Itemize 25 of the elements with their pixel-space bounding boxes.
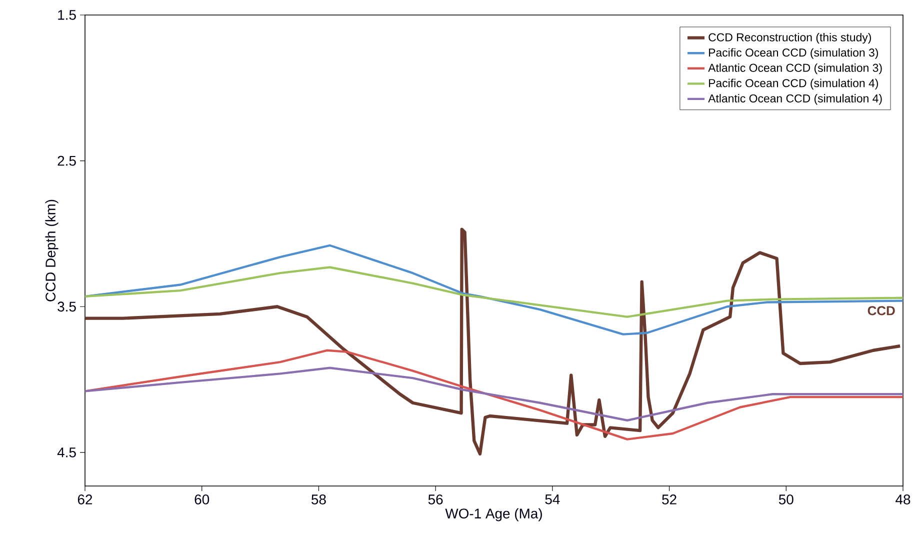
x-tick-label: 54 (545, 494, 560, 504)
line-series (85, 244, 903, 336)
x-tick-label: 58 (312, 494, 326, 504)
y-tick-label: 3.5 (58, 302, 76, 312)
x-tick-label: 48 (896, 494, 910, 504)
y-tick-label: 2.5 (58, 156, 76, 166)
legend-label: CCD Reconstruction (this study) (708, 32, 871, 44)
y-axis-title: CCD Depth (km) (45, 200, 58, 302)
x-tick-label: 60 (194, 494, 210, 504)
annotation: CCD (868, 306, 895, 316)
y-tick-label: 4.5 (57, 448, 76, 458)
y-tick-label: 1.5 (58, 10, 76, 20)
line-series (85, 349, 903, 440)
line-series (85, 366, 903, 422)
line-series (85, 228, 902, 456)
x-axis-title: WO-1 Age (Ma) (445, 508, 542, 522)
x-tick-label: 52 (662, 494, 676, 504)
x-tick-label: 50 (778, 494, 794, 504)
line-series (85, 266, 903, 318)
legend-label: Atlantic Ocean CCD (simulation 3) (708, 63, 882, 74)
legend-label: Pacific Ocean CCD (simulation 3) (709, 48, 878, 59)
x-tick-label: 56 (428, 494, 443, 504)
legend-label: Atlantic Ocean CCD (simulation 4) (708, 94, 882, 105)
x-tick-label: 62 (78, 494, 92, 504)
legend-label: Pacific Ocean CCD (simulation 4) (709, 78, 878, 90)
